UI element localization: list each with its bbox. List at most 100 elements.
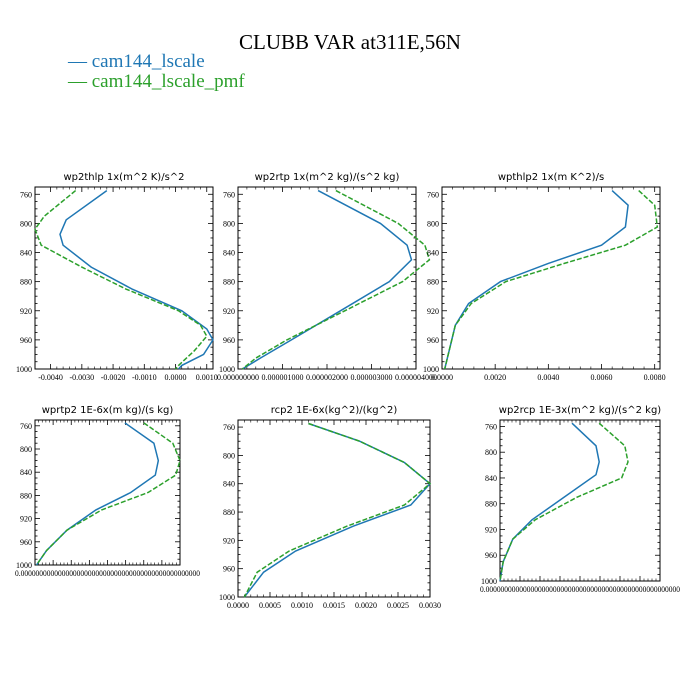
legend-entry-1: — cam144_lscale xyxy=(68,52,245,72)
y-tick-label: 760 xyxy=(20,190,32,199)
x-tick-label: 0.0030 xyxy=(419,601,441,610)
plot-frame xyxy=(34,186,214,370)
y-tick-label: 760 xyxy=(223,190,235,199)
legend-entry-2: — cam144_lscale_pmf xyxy=(68,72,245,92)
plot-frame xyxy=(441,186,661,370)
x-tick-label: 0.0025 xyxy=(387,601,409,610)
y-tick-label: 840 xyxy=(485,474,497,483)
series-line-cam144_lscale_pmf xyxy=(499,422,629,582)
y-tick-label: 880 xyxy=(223,508,235,517)
y-tick-label: 960 xyxy=(427,336,439,345)
x-tick-label: -0.0030 xyxy=(70,373,95,382)
y-tick-label: 880 xyxy=(223,278,235,287)
x-tick-label: 0.0060 xyxy=(591,373,613,382)
y-tick-label: 760 xyxy=(485,422,497,431)
y-tick-label: 1000 xyxy=(219,593,235,602)
figure-title: CLUBB VAR at311E,56N xyxy=(239,30,461,54)
subplot-title: rcp2 1E-6x(kg^2)/(kg^2) xyxy=(271,405,398,416)
y-tick-label: 960 xyxy=(20,538,32,547)
y-tick-label: 840 xyxy=(20,249,32,258)
y-tick-label: 800 xyxy=(20,445,32,454)
y-tick-label: 760 xyxy=(223,423,235,432)
y-tick-label: 840 xyxy=(20,468,32,477)
x-tick-label: 0.0015 xyxy=(323,601,345,610)
y-tick-label: 1000 xyxy=(219,365,235,374)
x-tick-label: 0.0010 xyxy=(196,373,218,382)
y-tick-label: 1000 xyxy=(481,577,497,586)
series-line-cam144_lscale_pmf xyxy=(243,422,432,598)
y-tick-label: 880 xyxy=(485,500,497,509)
series-line-cam144_lscale xyxy=(499,422,600,582)
y-tick-label: 880 xyxy=(20,491,32,500)
y-tick-label: 880 xyxy=(427,278,439,287)
x-tick-label: 0.000000000 xyxy=(217,373,259,382)
y-tick-label: 760 xyxy=(20,422,32,431)
subplot-1: wp2thlp 1x(m^2 K)/s^2 760 800 840 880 920 960 1… xyxy=(16,172,218,382)
x-tick-label: 0.00000000000000000000000000000000000000… xyxy=(15,569,200,578)
y-tick-label: 800 xyxy=(485,448,497,457)
subplot-5: rcp2 1E-6x(kg^2)/(kg^2) 760 800 840 880 920 96… xyxy=(219,405,441,610)
x-tick-label: 0.0040 xyxy=(537,373,559,382)
subplot-title: wp2thlp 1x(m^2 K)/s^2 xyxy=(63,172,184,183)
x-tick-label: 0.0000 xyxy=(227,601,249,610)
x-tick-label: 0.0000 xyxy=(431,373,453,382)
plot-frame xyxy=(499,419,661,582)
series-line-cam144_lscale xyxy=(59,189,214,370)
series-line-cam144_lscale xyxy=(242,189,413,370)
series-line-cam144_lscale_pmf xyxy=(34,190,208,370)
y-tick-label: 960 xyxy=(223,565,235,574)
y-tick-label: 800 xyxy=(223,451,235,460)
y-tick-label: 800 xyxy=(20,219,32,228)
x-tick-label: 0.000001000 xyxy=(262,373,304,382)
plot-frame xyxy=(237,186,417,370)
subplot-4: wprtp2 1E-6x(m kg)/(s kg) 760 800 840 880 920… xyxy=(15,405,200,578)
subplot-2: wp2rtp 1x(m^2 kg)/(s^2 kg) 760 800 840 880 92… xyxy=(217,172,437,382)
y-tick-label: 1000 xyxy=(16,561,32,570)
y-tick-label: 960 xyxy=(485,551,497,560)
legend: — cam144_lscale — cam144_lscale_pmf xyxy=(68,52,245,92)
subplot-title: wprtp2 1E-6x(m kg)/(s kg) xyxy=(42,405,174,416)
y-tick-label: 920 xyxy=(223,307,235,316)
series-line-cam144_lscale xyxy=(443,190,629,370)
subplot-title: wp2rcp 1E-3x(m^2 kg)/(s^2 kg) xyxy=(499,405,662,416)
series-line-cam144_lscale_pmf xyxy=(35,422,181,566)
y-tick-label: 880 xyxy=(20,278,32,287)
series-line-cam144_lscale xyxy=(35,422,160,566)
x-tick-label: 0.0080 xyxy=(644,373,666,382)
legend-dash-2: — xyxy=(68,71,92,92)
series-line-cam144_lscale xyxy=(243,422,432,598)
subplot-3: wpthlp2 1x(m K^2)/s 760 800 840 880 920 960 100… xyxy=(423,172,666,382)
x-tick-label: -0.0020 xyxy=(101,373,126,382)
x-tick-label: -0.0040 xyxy=(38,373,63,382)
series-line-cam144_lscale_pmf xyxy=(241,189,431,370)
y-tick-label: 1000 xyxy=(16,365,32,374)
legend-label-1: cam144_lscale xyxy=(91,51,205,72)
y-tick-label: 840 xyxy=(223,249,235,258)
y-tick-label: 840 xyxy=(427,249,439,258)
x-tick-label: 0.00000000000000000000000000000000000000… xyxy=(480,585,680,594)
x-tick-label: 0.0010 xyxy=(291,601,313,610)
x-tick-label: 0.000003000 xyxy=(351,373,393,382)
plot-frame xyxy=(34,419,181,566)
legend-dash-1: — xyxy=(68,51,92,72)
y-tick-label: 840 xyxy=(223,480,235,489)
x-tick-label: 0.0020 xyxy=(355,601,377,610)
y-tick-label: 960 xyxy=(20,336,32,345)
y-tick-label: 920 xyxy=(20,307,32,316)
subplot-title: wpthlp2 1x(m K^2)/s xyxy=(498,172,604,183)
subplot-6: wp2rcp 1E-3x(m^2 kg)/(s^2 kg)760 800 840 88… xyxy=(480,405,680,594)
y-tick-label: 800 xyxy=(223,219,235,228)
y-tick-label: 920 xyxy=(485,525,497,534)
x-tick-label: 0.0005 xyxy=(259,601,281,610)
x-tick-label: 0.0000 xyxy=(165,373,187,382)
y-tick-label: 920 xyxy=(427,307,439,316)
x-tick-label: 0.000002000 xyxy=(306,373,348,382)
y-tick-label: 920 xyxy=(223,536,235,545)
legend-label-2: cam144_lscale_pmf xyxy=(91,71,245,92)
y-tick-label: 800 xyxy=(427,219,439,228)
x-tick-label: 0.0020 xyxy=(484,373,506,382)
y-tick-label: 1000 xyxy=(423,365,439,374)
y-tick-label: 960 xyxy=(223,336,235,345)
x-tick-label: 0.000004000 xyxy=(395,373,437,382)
